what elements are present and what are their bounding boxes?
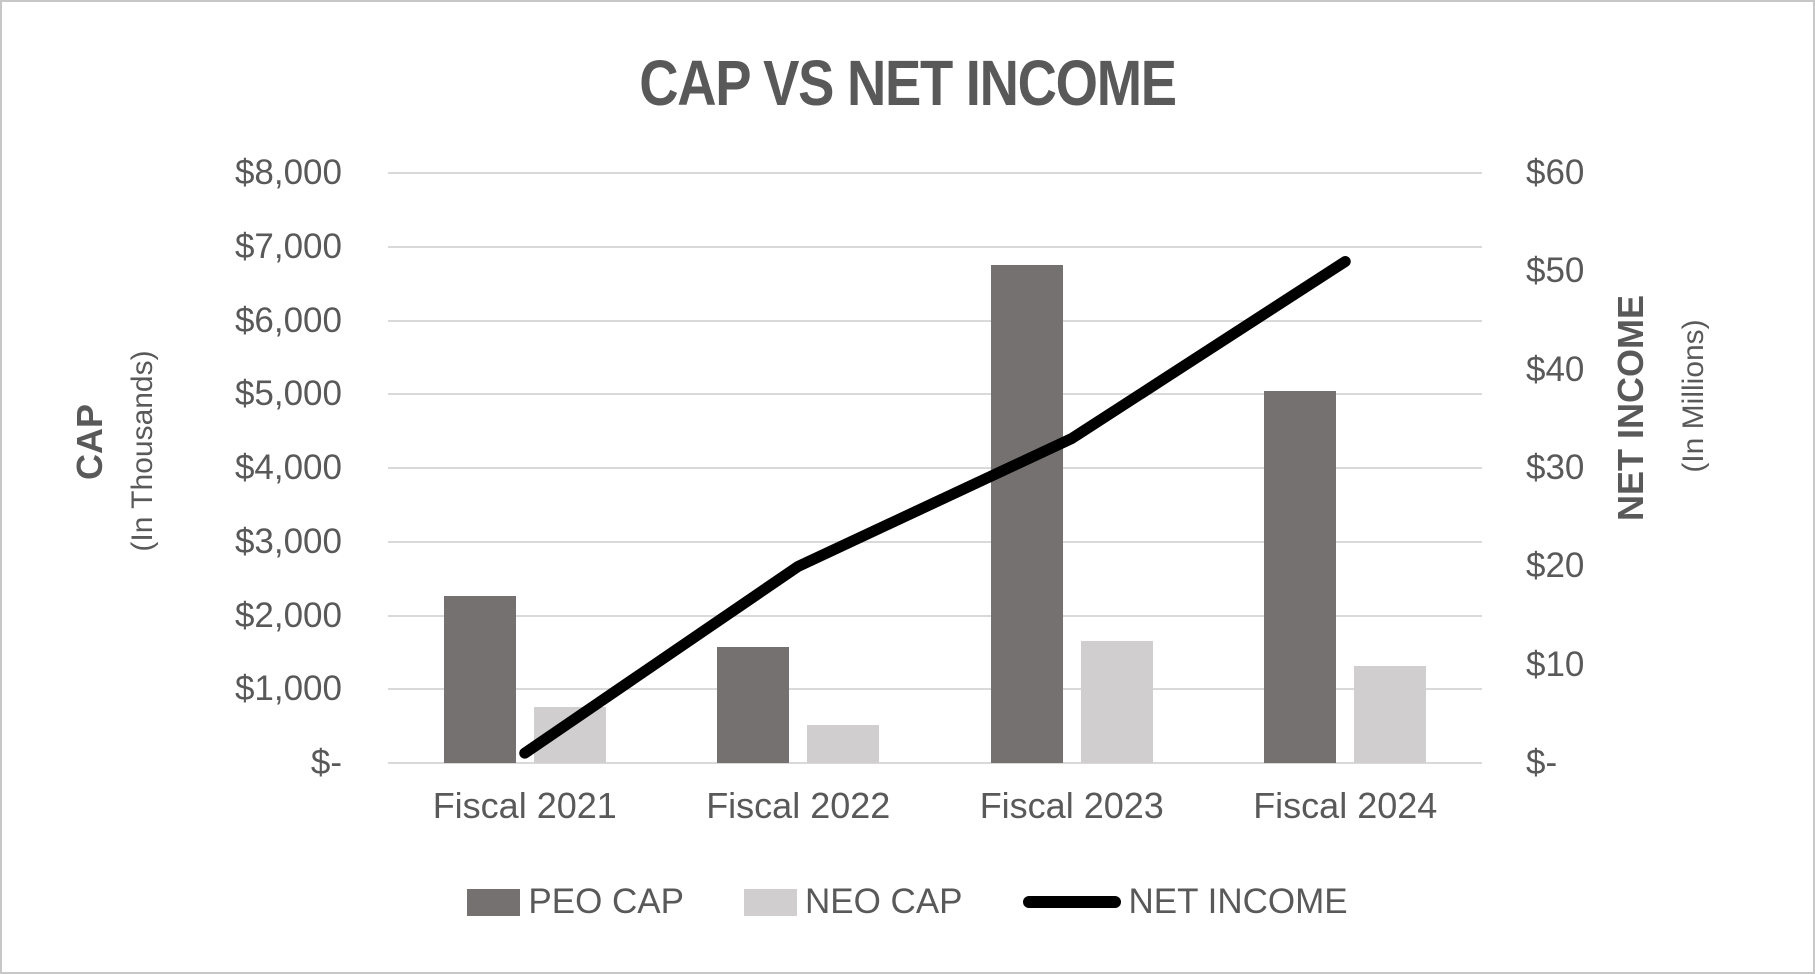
right-axis-tick-label: $40 (1526, 349, 1585, 389)
x-axis-label-fiscal-2021: Fiscal 2021 (432, 785, 617, 826)
bar-neo-cap-fiscal-2021 (533, 706, 606, 763)
legend-label: PEO CAP (528, 882, 684, 921)
legend-item-net-income: NET INCOME (1022, 882, 1348, 922)
left-axis-tick-label: $2,000 (234, 595, 342, 635)
right-axis-tick-label: $30 (1526, 448, 1585, 487)
left-axis-tick-label: $1,000 (234, 669, 342, 709)
net-income-swatch-icon (1022, 896, 1121, 908)
peo-cap-swatch-icon (467, 888, 521, 916)
legend-item-peo-cap: PEO CAP (467, 882, 684, 922)
bar-peo-cap-fiscal-2022 (717, 647, 790, 763)
bar-peo-cap-fiscal-2023 (990, 265, 1063, 763)
x-axis-line (388, 762, 1482, 764)
left-axis-title: CAP (69, 403, 110, 481)
net-income-line-path (519, 256, 1351, 759)
right-axis-tick-label: $50 (1526, 251, 1585, 291)
left-axis-tick-label: $6,000 (234, 300, 342, 340)
right-axis-tick-label: $- (1526, 743, 1558, 782)
right-axis-tick-label: $10 (1526, 644, 1585, 684)
chart-title: CAP VS NET INCOME (639, 47, 1177, 119)
bar-peo-cap-fiscal-2024 (1264, 390, 1337, 763)
left-axis-tick-label: $8,000 (234, 153, 342, 192)
bar-neo-cap-fiscal-2022 (807, 724, 880, 763)
bar-neo-cap-fiscal-2024 (1354, 665, 1427, 763)
gridline (388, 172, 1482, 174)
left-axis-tick-label: $4,000 (234, 448, 342, 487)
left-axis-tick-label: $- (310, 743, 342, 782)
legend-item-neo-cap: NEO CAP (743, 882, 963, 922)
x-axis-label-fiscal-2023: Fiscal 2023 (979, 785, 1164, 826)
bar-neo-cap-fiscal-2023 (1080, 641, 1153, 763)
right-axis-tick-label: $20 (1526, 546, 1585, 586)
legend-label: NET INCOME (1128, 882, 1348, 921)
left-axis-tick-label: $3,000 (234, 521, 342, 561)
left-axis-tick-label: $7,000 (234, 226, 342, 266)
right-axis-tick-label: $60 (1526, 153, 1585, 192)
gridline (388, 319, 1482, 322)
gridline (388, 245, 1482, 248)
legend: PEO CAP NEO CAP NET INCOME (2, 882, 1813, 922)
legend-label: NEO CAP (804, 882, 963, 921)
x-axis-label-fiscal-2022: Fiscal 2022 (706, 785, 891, 826)
bar-peo-cap-fiscal-2021 (443, 596, 516, 763)
neo-cap-swatch-icon (743, 888, 797, 916)
x-axis-label-fiscal-2024: Fiscal 2024 (1253, 785, 1438, 826)
left-axis-tick-label: $5,000 (234, 374, 342, 414)
